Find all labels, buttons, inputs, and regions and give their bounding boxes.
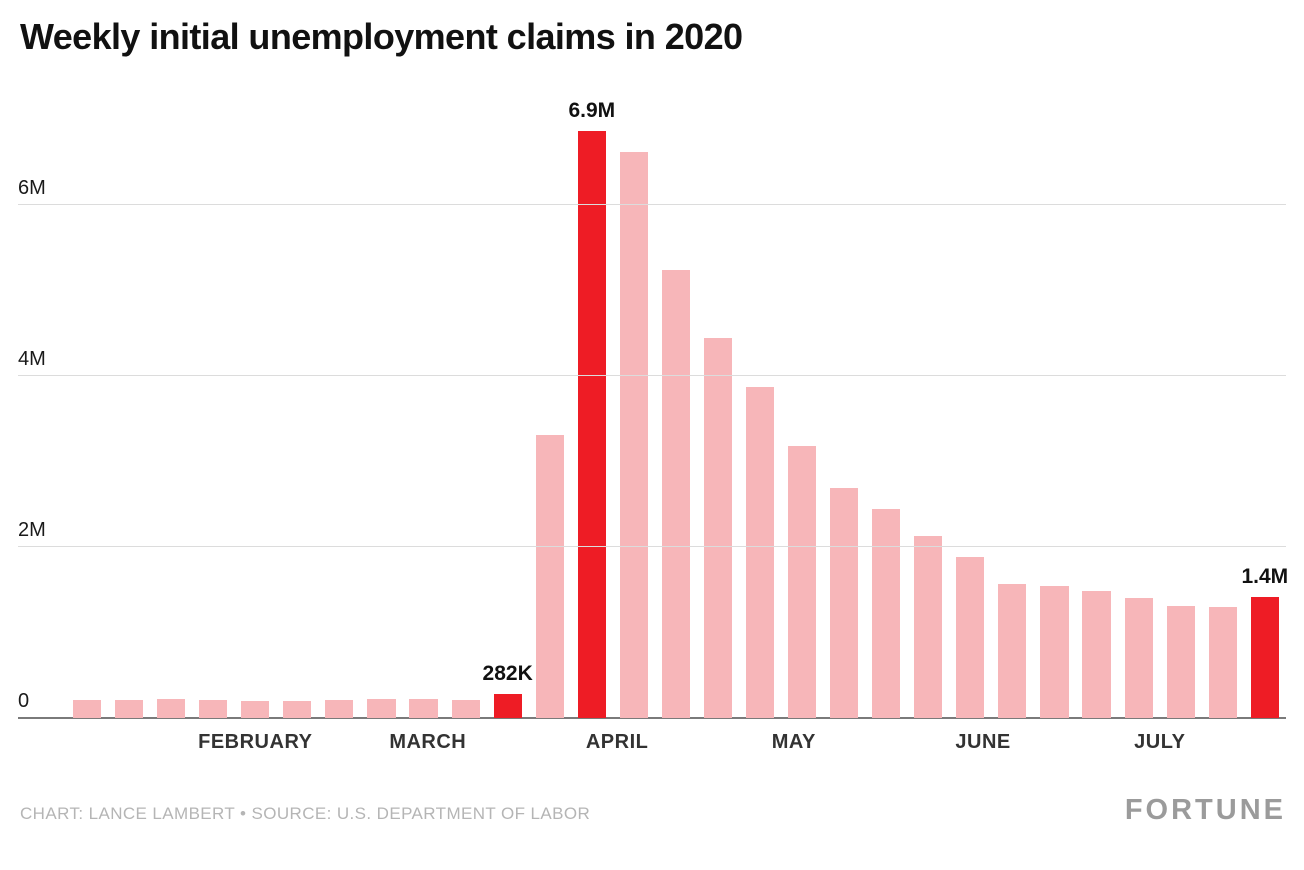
y-axis-tick-label: 4M bbox=[18, 347, 46, 370]
bar bbox=[241, 700, 270, 718]
month-label: MARCH bbox=[389, 731, 467, 753]
credit-line: CHART: LANCE LAMBERT • SOURCE: U.S. DEPA… bbox=[20, 804, 591, 823]
bar-slot bbox=[907, 98, 949, 718]
bar bbox=[157, 699, 186, 718]
bar-slot: 6.9M bbox=[568, 98, 616, 718]
bar bbox=[199, 699, 228, 718]
bar-slot bbox=[991, 98, 1033, 718]
bar-slot bbox=[865, 98, 907, 718]
bar bbox=[1040, 586, 1069, 718]
bar bbox=[914, 536, 943, 718]
bar-slot bbox=[613, 98, 655, 718]
bar-slot bbox=[360, 98, 402, 718]
bar bbox=[115, 700, 144, 718]
bar bbox=[535, 435, 564, 718]
bar bbox=[619, 152, 648, 718]
bars: 282K 6.9M 1.4M bbox=[66, 98, 1289, 718]
fortune-logo: FORTUNE bbox=[1124, 794, 1286, 826]
bar bbox=[1208, 606, 1237, 718]
bar-value-label: 6.9M bbox=[568, 98, 616, 122]
bar-slot bbox=[150, 98, 192, 718]
bar-value-label: 282K bbox=[482, 661, 533, 685]
bar-slot bbox=[739, 98, 781, 718]
bar bbox=[998, 584, 1027, 718]
month-label: MAY bbox=[771, 731, 816, 753]
bar bbox=[956, 557, 985, 718]
y-axis-tick-label: 0 bbox=[18, 690, 30, 712]
gridline bbox=[18, 203, 1286, 205]
month-label: JULY bbox=[1134, 731, 1186, 753]
bar bbox=[1166, 605, 1195, 718]
gridline bbox=[18, 545, 1286, 547]
bar-slot bbox=[529, 98, 571, 718]
bar-slot bbox=[823, 98, 865, 718]
month-label: FEBRUARY bbox=[198, 731, 313, 753]
month-label: JUNE bbox=[955, 731, 1011, 753]
bar-slot bbox=[192, 98, 234, 718]
bar-slot bbox=[655, 98, 697, 718]
bar-slot bbox=[276, 98, 318, 718]
bar-value-label: 1.4M bbox=[1241, 564, 1289, 588]
bar-slot bbox=[318, 98, 360, 718]
bar bbox=[72, 699, 102, 718]
bar-slot bbox=[234, 98, 276, 718]
bar bbox=[1082, 591, 1111, 718]
bar bbox=[409, 699, 438, 718]
bar-highlighted bbox=[577, 130, 606, 718]
month-label: APRIL bbox=[585, 731, 649, 753]
bar bbox=[661, 270, 690, 718]
bar-slot: 1.4M bbox=[1241, 98, 1289, 718]
bar-slot bbox=[781, 98, 823, 718]
y-axis-tick-label: 2M bbox=[18, 518, 46, 541]
page-title: Weekly initial unemployment claims in 20… bbox=[20, 16, 743, 57]
bar-slot bbox=[1076, 98, 1118, 718]
plot-area: 282K 6.9M 1.4M 0 2M 4M 6M bbox=[18, 98, 1289, 719]
bar-slot bbox=[66, 98, 108, 718]
bar bbox=[745, 387, 775, 718]
bar-slot bbox=[949, 98, 991, 718]
bar-slot bbox=[108, 98, 150, 718]
bar-slot: 282K bbox=[483, 98, 533, 718]
gridline bbox=[18, 374, 1286, 376]
x-axis-line bbox=[18, 717, 1286, 719]
bar bbox=[451, 699, 480, 718]
bar-highlighted bbox=[493, 693, 522, 718]
bar-slot bbox=[445, 98, 487, 718]
bar bbox=[283, 700, 312, 718]
bar bbox=[703, 338, 733, 718]
month-axis: FEBRUARY MARCH APRIL MAY JUNE JULY bbox=[66, 731, 1286, 763]
bar-slot bbox=[1118, 98, 1160, 718]
bar bbox=[325, 699, 354, 718]
bar bbox=[367, 699, 396, 718]
bar-slot bbox=[1160, 98, 1202, 718]
bar-slot bbox=[697, 98, 739, 718]
bar bbox=[830, 488, 859, 718]
bar-slot bbox=[403, 98, 445, 718]
bar-slot bbox=[1033, 98, 1075, 718]
y-axis-tick-label: 6M bbox=[18, 176, 46, 199]
bar-slot bbox=[1202, 98, 1244, 718]
bar bbox=[872, 508, 901, 718]
bar bbox=[1124, 597, 1153, 718]
bar bbox=[788, 446, 817, 718]
bar-highlighted bbox=[1250, 596, 1279, 718]
